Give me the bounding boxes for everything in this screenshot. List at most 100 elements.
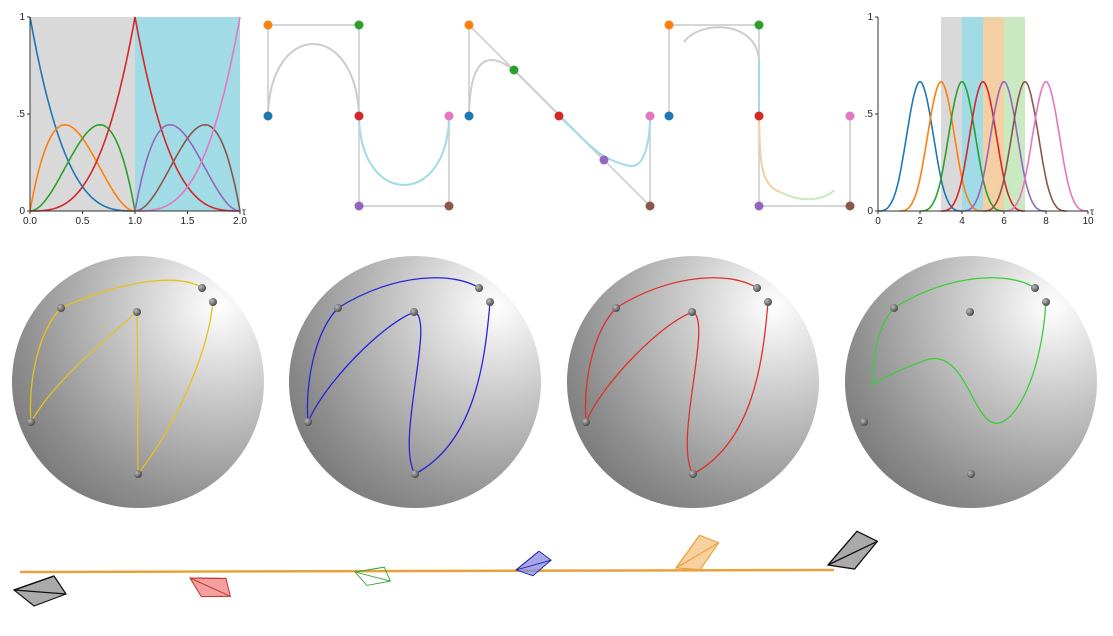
x-axis-end-label: τ — [242, 207, 246, 218]
sphere-control-point — [1042, 298, 1050, 306]
chart-axes: 0.510.0 0.5 1.0 1.5 2.0τ — [17, 12, 248, 227]
bspline-curve — [899, 80, 983, 212]
camera-blue — [515, 550, 552, 577]
y-tick-label: 0 — [19, 206, 25, 217]
control-point — [444, 201, 454, 211]
camera-frustum — [674, 534, 720, 571]
sphere-control-point — [764, 298, 772, 306]
sphere-body — [845, 256, 1097, 508]
sphere-control-point — [411, 470, 419, 478]
x-tick-label: 1.5 — [181, 216, 195, 227]
curve — [267, 43, 360, 117]
x-tick-label: 0.0 — [23, 216, 37, 227]
sphere-control-point — [209, 298, 217, 306]
control-point — [754, 111, 764, 121]
control-point — [554, 111, 564, 121]
control-point — [354, 20, 364, 30]
camera-edge — [515, 550, 540, 571]
sphere-control-point — [410, 308, 418, 316]
sphere-curve — [29, 279, 214, 476]
camera-edge — [675, 542, 719, 569]
sphere — [567, 256, 819, 508]
camera-trajectory — [12, 530, 879, 607]
bspline-curve — [941, 80, 1025, 212]
bspline-curve — [920, 80, 1004, 212]
sphere-curve — [306, 277, 491, 475]
control-point — [664, 20, 674, 30]
sphere-control-point — [966, 308, 974, 316]
sphere-control-point — [1031, 284, 1039, 292]
x-tick-label: 1.0 — [128, 216, 142, 227]
sphere-control-point — [27, 418, 35, 426]
sphere-control-point — [198, 284, 206, 292]
curve — [758, 115, 781, 193]
sphere-control-point — [890, 304, 898, 312]
camera-edge — [675, 534, 700, 569]
trajectory-line — [19, 568, 835, 574]
bspline-curve — [962, 80, 1046, 212]
control-point — [754, 20, 764, 30]
sphere-control-point — [688, 308, 696, 316]
control-point — [645, 201, 655, 211]
chart-axes: 0.510 2 4 6 8 10τ — [865, 12, 1094, 227]
camera-edge — [515, 559, 552, 571]
control-point — [354, 111, 364, 121]
x-axis-end-label: τ — [1090, 207, 1094, 218]
control-point — [444, 111, 454, 121]
sphere-control-point — [475, 284, 483, 292]
bspline-curve — [1004, 80, 1088, 212]
bspline-curve — [983, 80, 1067, 212]
sphere-control-point — [753, 284, 761, 292]
camera-edge — [189, 577, 227, 579]
camera-orange — [674, 534, 720, 571]
basis-curve — [29, 123, 136, 212]
sphere-control-point — [860, 418, 868, 426]
camera-red — [189, 577, 232, 598]
bezier-basis-chart: 0.510.0 0.5 1.0 1.5 2.0τ — [17, 12, 248, 227]
sphere — [845, 256, 1097, 508]
segment-bands — [30, 17, 240, 211]
sphere — [12, 256, 264, 508]
y-tick-label: .5 — [17, 109, 26, 120]
sphere-control-point — [689, 470, 697, 478]
control-polygon-panels — [263, 20, 855, 211]
curve — [468, 58, 515, 117]
basis-curve — [135, 16, 241, 212]
bspline-curves — [878, 80, 1088, 212]
sphere — [289, 256, 541, 508]
sphere-control-point — [486, 298, 494, 306]
segment-band — [30, 17, 135, 211]
camera-edge — [827, 530, 858, 566]
curve — [779, 189, 835, 201]
sphere-control-point — [304, 418, 312, 426]
control-point — [845, 201, 855, 211]
control-point — [754, 201, 764, 211]
sphere-control-point — [334, 304, 342, 312]
camera-edge — [13, 575, 55, 591]
camera-edge — [354, 571, 391, 582]
curve — [358, 115, 450, 186]
x-tick-label: 6 — [1001, 216, 1007, 227]
control-point — [263, 111, 273, 121]
basis-curve — [134, 123, 241, 212]
x-tick-label: 2 — [917, 216, 923, 227]
segment-band — [135, 17, 240, 211]
control-point — [664, 111, 674, 121]
camera-edge — [189, 577, 231, 597]
camera-end — [826, 530, 879, 570]
x-tick-label: 2.0 — [233, 216, 247, 227]
control-point — [509, 65, 519, 75]
sphere-control-point — [134, 470, 142, 478]
camera-green — [354, 566, 391, 586]
x-tick-label: 0.5 — [76, 216, 90, 227]
camera-frustum — [826, 530, 879, 570]
y-tick-label: 1 — [867, 12, 873, 23]
control-point — [464, 111, 474, 121]
x-tick-label: 10 — [1082, 216, 1094, 227]
camera-edge — [13, 589, 67, 595]
sphere-curve — [584, 277, 769, 475]
y-tick-label: .5 — [865, 109, 874, 120]
control-point — [354, 201, 364, 211]
basis-curve — [30, 16, 136, 212]
